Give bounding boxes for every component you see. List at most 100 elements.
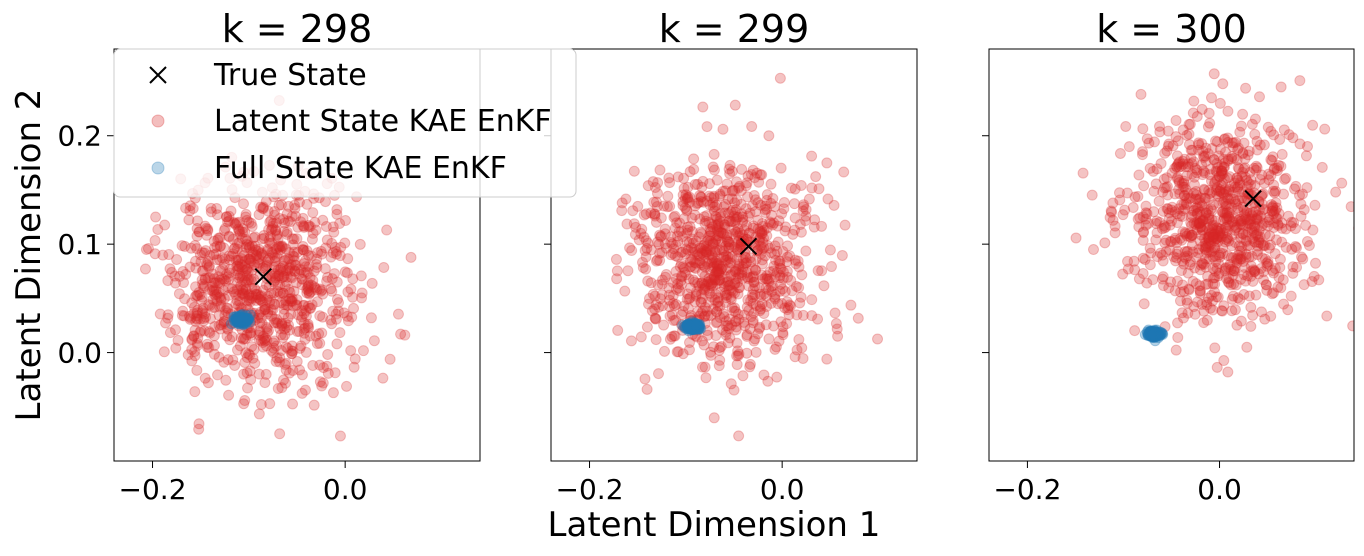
latent-state-point: [654, 255, 666, 267]
latent-state-point: [1251, 249, 1263, 261]
latent-state-point: [1241, 219, 1253, 231]
full-state-point: [240, 312, 252, 324]
latent-state-point: [1193, 137, 1205, 149]
latent-state-point: [272, 285, 284, 297]
latent-state-point: [709, 267, 721, 279]
latent-state-point: [1171, 150, 1183, 162]
latent-state-point: [1137, 227, 1149, 239]
latent-state-point: [733, 182, 745, 194]
latent-state-point: [703, 249, 715, 261]
latent-state-point: [677, 196, 689, 208]
latent-state-point: [719, 271, 731, 283]
latent-state-point: [260, 368, 272, 380]
latent-state-point: [732, 223, 744, 235]
latent-state-point: [747, 297, 759, 309]
latent-state-point: [1194, 285, 1206, 297]
full-state-point: [237, 313, 249, 325]
latent-state-point: [696, 277, 708, 289]
latent-state-point: [1251, 228, 1263, 240]
full-state-point: [233, 316, 245, 328]
latent-state-point: [270, 356, 282, 368]
latent-state-point: [774, 272, 786, 284]
latent-state-point: [756, 228, 768, 240]
latent-state-point: [1196, 138, 1208, 150]
latent-state-point: [287, 398, 299, 410]
latent-state-point: [1235, 215, 1247, 227]
latent-state-point: [730, 214, 742, 226]
full-state-point: [232, 311, 244, 323]
latent-state-point: [777, 321, 789, 333]
latent-state-point: [1232, 142, 1244, 154]
latent-state-point: [1231, 182, 1243, 194]
latent-state-point: [759, 204, 771, 216]
latent-state-point: [645, 207, 657, 219]
latent-state-point: [195, 256, 207, 268]
latent-state-point: [213, 309, 225, 321]
latent-state-point: [698, 245, 710, 257]
latent-state-point: [302, 320, 314, 332]
latent-state-point: [829, 307, 841, 319]
latent-state-point: [1202, 232, 1214, 244]
latent-state-point: [677, 261, 689, 273]
latent-state-point: [1140, 219, 1152, 231]
full-state-point: [690, 320, 702, 332]
latent-state-point: [1194, 264, 1206, 276]
latent-state-point: [1271, 165, 1283, 177]
latent-state-point: [1157, 186, 1169, 198]
latent-state-point: [347, 291, 359, 303]
latent-state-point: [264, 252, 276, 264]
latent-state-point: [190, 281, 202, 293]
latent-state-point: [672, 251, 684, 263]
latent-state-point: [280, 276, 292, 288]
latent-state-point: [654, 229, 666, 241]
latent-state-point: [1194, 217, 1206, 229]
full-state-point: [1146, 329, 1158, 341]
latent-state-point: [257, 330, 269, 342]
latent-state-point: [1185, 192, 1197, 204]
latent-state-point: [277, 266, 289, 278]
latent-state-point: [1244, 167, 1256, 179]
latent-state-point: [733, 268, 745, 280]
latent-state-point: [334, 430, 346, 442]
plot-area: [1070, 68, 1354, 378]
latent-state-point: [699, 270, 711, 282]
latent-state-point: [824, 244, 836, 256]
latent-state-point: [1185, 230, 1197, 242]
latent-state-point: [272, 233, 284, 245]
latent-state-point: [1166, 167, 1178, 179]
latent-state-point: [1133, 221, 1145, 233]
latent-state-point: [225, 308, 237, 320]
latent-state-point: [797, 309, 809, 321]
latent-state-point: [268, 298, 280, 310]
latent-state-point: [303, 287, 315, 299]
latent-state-point: [218, 318, 230, 330]
latent-state-point: [1205, 92, 1217, 104]
latent-state-point: [681, 192, 693, 204]
latent-state-point: [243, 294, 255, 306]
latent-state-point: [1180, 252, 1192, 264]
latent-state-point: [271, 229, 283, 241]
latent-state-point: [702, 310, 714, 322]
latent-state-point: [828, 199, 840, 211]
latent-state-point: [189, 346, 201, 358]
latent-state-point: [1265, 170, 1277, 182]
latent-state-point: [663, 172, 675, 184]
latent-state-point: [1287, 132, 1299, 144]
latent-state-point: [781, 318, 793, 330]
full-state-point: [233, 317, 245, 328]
latent-state-point: [1219, 222, 1231, 234]
latent-state-point: [1190, 193, 1202, 205]
latent-state-point: [224, 263, 236, 275]
full-state-point: [688, 320, 700, 332]
latent-state-point: [1203, 228, 1215, 240]
latent-state-point: [1200, 142, 1212, 154]
latent-state-point: [178, 277, 190, 289]
latent-state-point: [642, 237, 654, 249]
latent-state-point: [1214, 251, 1226, 263]
latent-state-point: [704, 230, 716, 242]
latent-state-point: [701, 210, 713, 222]
latent-state-point: [806, 294, 818, 306]
latent-state-point: [240, 276, 252, 288]
latent-state-point: [234, 228, 246, 240]
latent-state-point: [214, 274, 226, 286]
